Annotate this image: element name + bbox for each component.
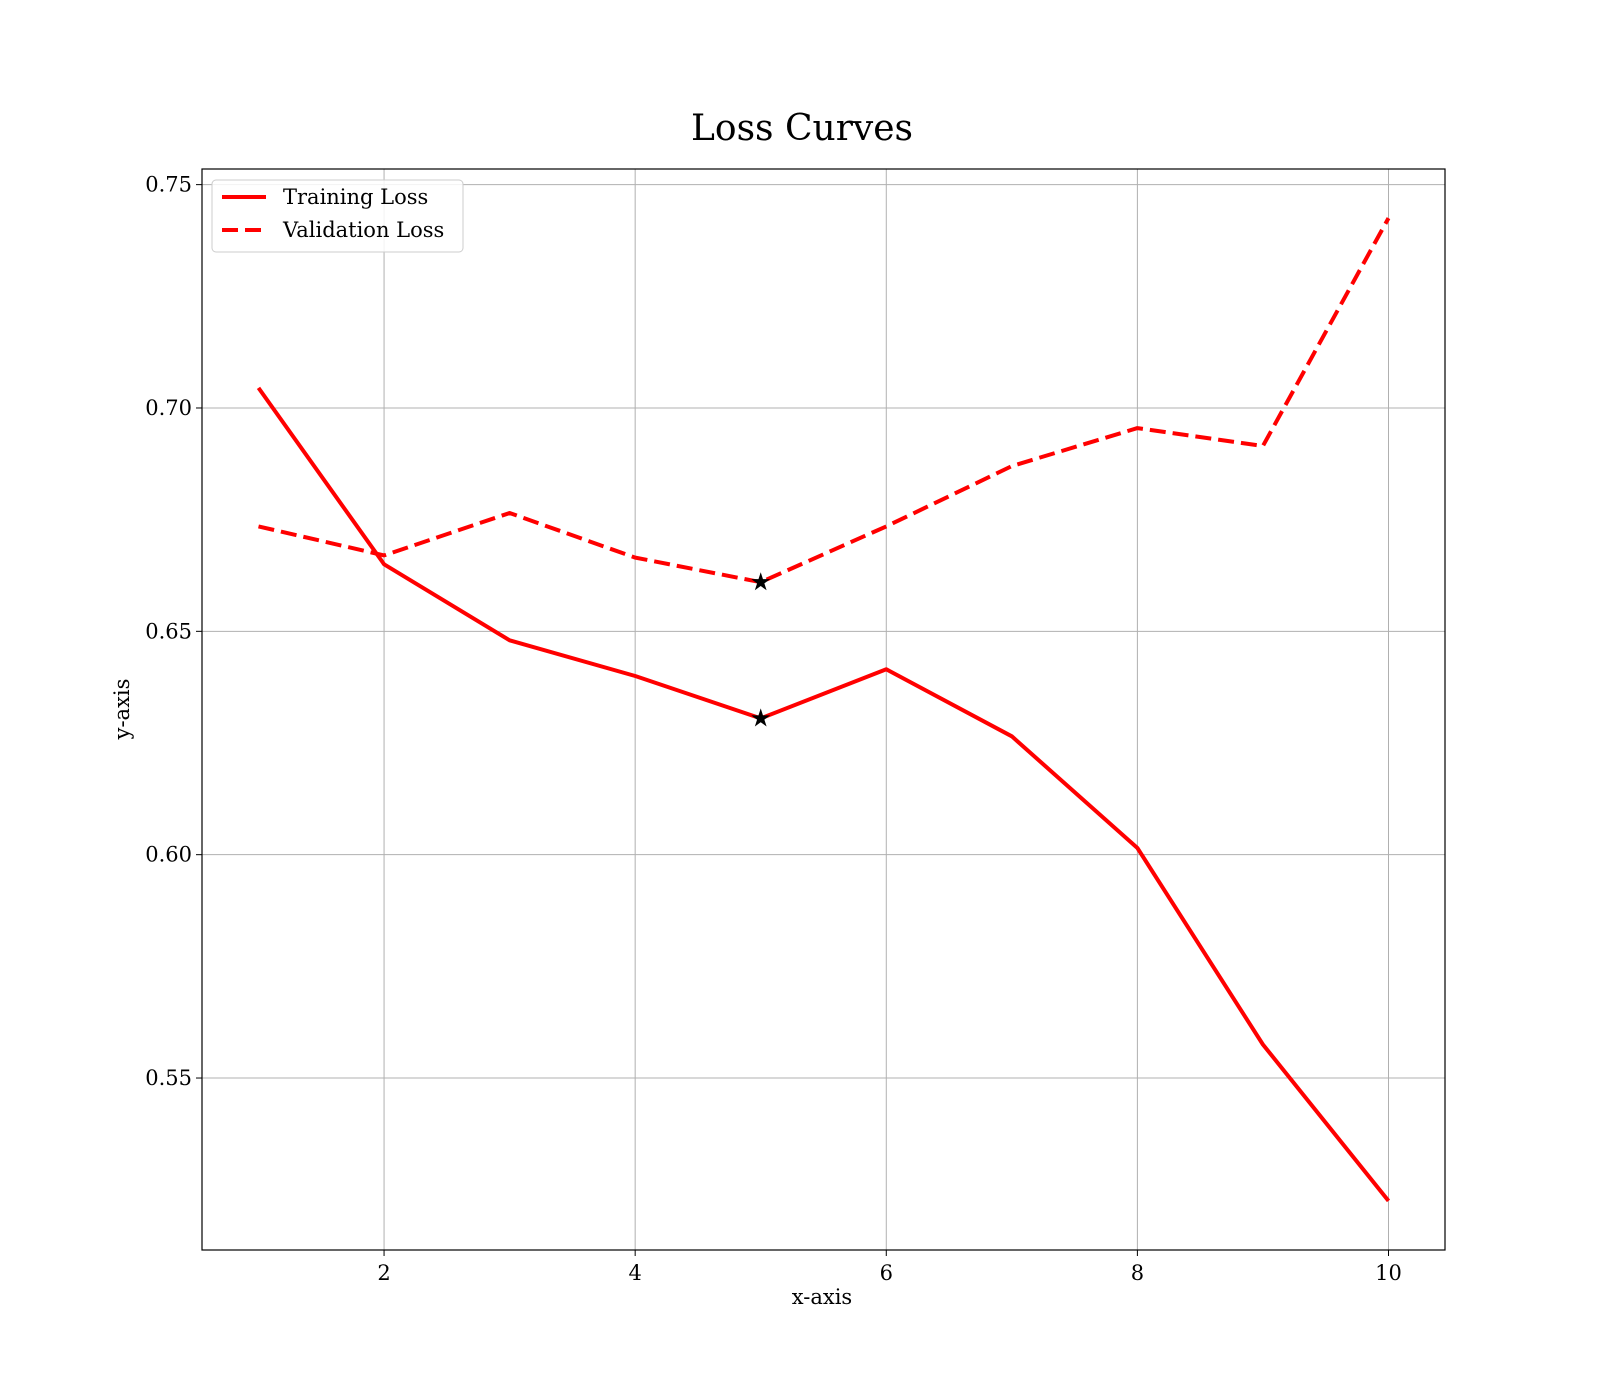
star-marker <box>751 708 771 727</box>
training-loss-line <box>256 386 1391 1203</box>
grid-lines <box>202 169 1445 1250</box>
plot-frame <box>201 168 1446 1251</box>
star-marker <box>751 572 771 591</box>
x-axis-label: x-axis <box>792 1285 852 1309</box>
y-axis-label: y-axis <box>110 679 134 741</box>
x-tick-label: 8 <box>1131 1261 1144 1285</box>
point-markers <box>751 572 771 727</box>
y-tick-label: 0.60 <box>145 843 192 867</box>
series-lines <box>256 217 1391 1203</box>
y-tick-label: 0.55 <box>145 1066 192 1090</box>
x-tick-label: 2 <box>377 1261 390 1285</box>
x-tick-label: 6 <box>880 1261 893 1285</box>
y-tick-label: 0.70 <box>145 396 192 420</box>
legend-label: Validation Loss <box>282 218 444 242</box>
legend-box <box>211 179 464 253</box>
axis-ticks: 2 4 6 8 10 0.55 0.60 0.65 0.70 0.75 <box>145 173 1402 1285</box>
legend: Training Loss Validation Loss <box>211 179 464 253</box>
y-tick-label: 0.65 <box>145 619 192 643</box>
chart-title: Loss Curves <box>691 108 913 149</box>
legend-label: Training Loss <box>283 185 428 209</box>
x-tick-label: 10 <box>1375 1261 1402 1285</box>
x-tick-label: 4 <box>628 1261 641 1285</box>
validation-loss-line <box>258 217 1391 585</box>
y-tick-label: 0.75 <box>145 173 192 197</box>
